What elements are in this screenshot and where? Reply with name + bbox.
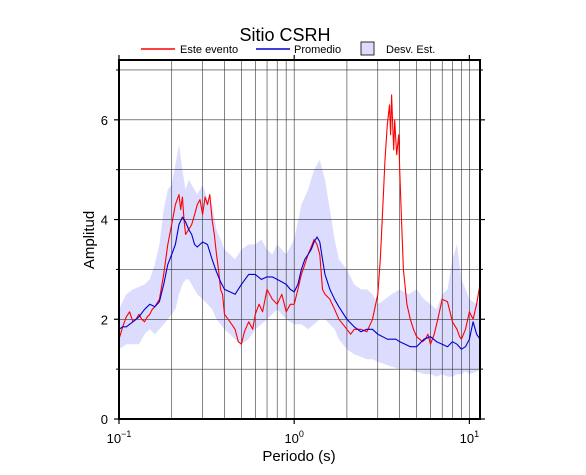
x-axis-label: Periodo (s) bbox=[262, 448, 335, 465]
legend-label-mean: Promedio bbox=[294, 44, 341, 56]
x-tick-label: 100 bbox=[284, 429, 303, 446]
legend: Este evento Promedio Desv. Est. bbox=[141, 41, 435, 56]
y-tick-label: 2 bbox=[101, 312, 108, 327]
plot-frame bbox=[118, 59, 481, 420]
plot-area: 0 2 4 6 10−1 100 101 bbox=[101, 55, 485, 446]
series-line-mean bbox=[118, 216, 481, 350]
y-tick-label: 4 bbox=[101, 213, 108, 228]
y-tick-label: 6 bbox=[101, 113, 108, 128]
legend-swatch-band bbox=[360, 41, 375, 56]
x-tick-label: 101 bbox=[460, 429, 479, 446]
legend-label-event: Este evento bbox=[180, 44, 238, 56]
series-line-event bbox=[118, 94, 481, 345]
std-band bbox=[119, 144, 480, 377]
y-axis-label: Amplitud bbox=[81, 211, 98, 269]
y-tick-label: 0 bbox=[101, 412, 108, 427]
chart-title: Sitio CSRH bbox=[239, 25, 330, 45]
legend-label-band: Desv. Est. bbox=[386, 44, 435, 56]
x-tick-label: 10−1 bbox=[107, 429, 132, 446]
